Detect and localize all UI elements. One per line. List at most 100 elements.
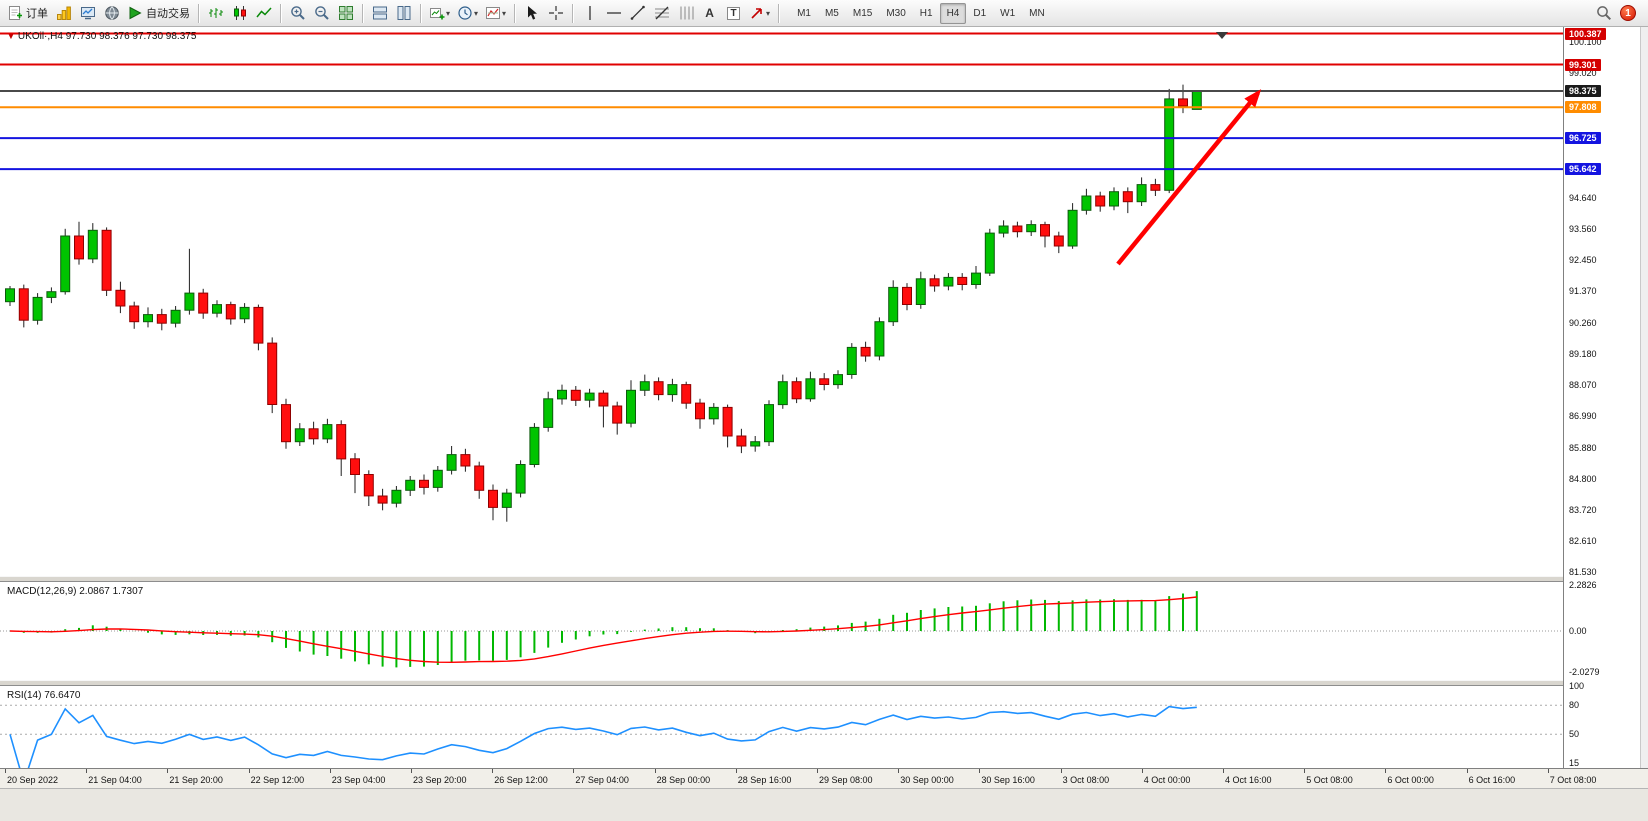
fibonacci-tool-button[interactable] bbox=[650, 2, 673, 25]
search-button[interactable] bbox=[1592, 2, 1615, 25]
crosshair-icon bbox=[548, 6, 563, 20]
time-label: 30 Sep 00:00 bbox=[900, 775, 954, 785]
time-label: 6 Oct 16:00 bbox=[1468, 775, 1516, 785]
bar-chart-mode-button[interactable] bbox=[204, 2, 227, 25]
time-label: 5 Oct 08:00 bbox=[1306, 775, 1353, 785]
cursor-tool-button[interactable] bbox=[520, 2, 543, 25]
vertical-line-icon bbox=[588, 6, 591, 20]
candlestick-mode-button[interactable] bbox=[228, 2, 251, 25]
time-label: 28 Sep 00:00 bbox=[656, 775, 711, 785]
new-order-button[interactable]: 订单 bbox=[4, 2, 51, 25]
bar-chart-icon bbox=[208, 8, 223, 18]
text-label-tool-button[interactable]: T bbox=[722, 2, 745, 25]
macd-axis-label: 2.2826 bbox=[1569, 580, 1597, 591]
chevron-down-icon: ▾ bbox=[766, 8, 771, 18]
period-dropdown[interactable]: ▾ bbox=[454, 2, 481, 25]
price-tick-label: 99.020 bbox=[1569, 67, 1597, 78]
zoom-out-icon bbox=[314, 6, 329, 20]
time-axis[interactable]: 20 Sep 2022 21 Sep 04:00 21 Sep 20:00 22 Se… bbox=[0, 768, 1648, 788]
new-chart-dropdown[interactable]: ▾ bbox=[426, 2, 453, 25]
indicators-dropdown[interactable]: ▾ bbox=[482, 2, 509, 25]
timeframe-button-h1[interactable]: H1 bbox=[919, 7, 933, 19]
rsi-panel[interactable]: RSI(14) 76.6470 bbox=[0, 686, 1563, 768]
time-label: 30 Sep 16:00 bbox=[981, 775, 1035, 785]
symbol-ohlc-text: UKOil·,H4 97.730 98.376 97.730 98.375 bbox=[17, 31, 197, 42]
time-tick bbox=[979, 769, 981, 773]
time-tick bbox=[492, 769, 494, 773]
time-tick bbox=[86, 769, 88, 773]
time-tick bbox=[411, 769, 412, 773]
candlestick-icon bbox=[233, 6, 246, 20]
timeframe-button-d1[interactable]: D1 bbox=[973, 7, 987, 19]
panel-splitter[interactable] bbox=[0, 680, 1648, 686]
new-order-label: 订单 bbox=[26, 8, 48, 20]
time-tick bbox=[735, 769, 737, 773]
tile-windows-icon bbox=[338, 6, 353, 20]
timeframe-button-m1[interactable]: M1 bbox=[797, 7, 811, 19]
notification-badge[interactable]: 1 bbox=[1620, 5, 1636, 21]
line-chart-mode-button[interactable] bbox=[252, 2, 275, 25]
cursor-icon bbox=[527, 6, 537, 20]
tile-horizontal-button[interactable] bbox=[368, 2, 391, 25]
timeframe-button-w1[interactable]: W1 bbox=[1000, 7, 1016, 19]
new-chart-icon bbox=[430, 8, 445, 20]
time-tick bbox=[1466, 769, 1468, 773]
time-label: 7 Oct 08:00 bbox=[1549, 775, 1597, 785]
clock-icon bbox=[458, 6, 472, 20]
autotrading-button[interactable]: 自动交易 bbox=[124, 2, 193, 25]
crosshair-tool-button[interactable] bbox=[544, 2, 567, 25]
symbol-ohlc-label: ▼ UKOil·,H4 97.730 98.376 97.730 98.375 bbox=[7, 31, 196, 42]
time-tick bbox=[1223, 769, 1224, 773]
timeframe-button-h4[interactable]: H4 bbox=[939, 2, 967, 24]
text-tool-button[interactable]: A bbox=[698, 2, 721, 25]
time-label: 26 Sep 12:00 bbox=[494, 775, 548, 785]
time-tick bbox=[573, 769, 575, 773]
web-globe-button[interactable] bbox=[100, 2, 123, 25]
timeframe-button-m15[interactable]: M15 bbox=[852, 7, 873, 19]
time-tick bbox=[1141, 769, 1143, 773]
tile-windows-button[interactable] bbox=[334, 2, 357, 25]
time-tick bbox=[1547, 769, 1549, 773]
timeframe-button-mn[interactable]: MN bbox=[1029, 7, 1045, 19]
trendline-icon bbox=[630, 5, 645, 20]
autotrading-play-icon bbox=[129, 6, 142, 20]
toolbar-separator bbox=[420, 3, 421, 23]
rsi-chart-canvas[interactable] bbox=[0, 686, 1563, 768]
tile-vertical-button[interactable] bbox=[392, 2, 415, 25]
text-tool-icon: A bbox=[705, 6, 714, 20]
zoom-in-button[interactable] bbox=[286, 2, 309, 25]
candlestick-chart-canvas[interactable] bbox=[0, 27, 1563, 576]
time-label: 3 Oct 08:00 bbox=[1062, 775, 1110, 785]
zoom-in-icon bbox=[290, 6, 305, 20]
status-strip bbox=[0, 788, 1648, 821]
price-tick-label: 84.800 bbox=[1569, 473, 1597, 484]
timeframe-button-m5[interactable]: M5 bbox=[824, 7, 839, 19]
macd-chart-canvas[interactable] bbox=[0, 582, 1563, 680]
profiles-button[interactable] bbox=[52, 2, 75, 25]
horizontal-line-tool-button[interactable] bbox=[602, 2, 625, 25]
timeframe-button-m30[interactable]: M30 bbox=[886, 7, 906, 19]
time-tick bbox=[5, 769, 6, 773]
cycle-lines-tool-button[interactable] bbox=[674, 2, 697, 25]
price-tick-label: 90.260 bbox=[1569, 317, 1597, 328]
vertical-scrollbar[interactable] bbox=[1640, 27, 1648, 768]
tile-vertical-icon bbox=[397, 6, 410, 20]
macd-panel[interactable]: MACD(12,26,9) 2.0867 1.7307 bbox=[0, 582, 1563, 680]
market-watch-button[interactable] bbox=[76, 2, 99, 25]
autotrading-label: 自动交易 bbox=[146, 8, 190, 20]
price-axis[interactable]: 100.100 99.020 94.640 93.560 92.450 91.370 90.… bbox=[1563, 27, 1640, 768]
chevron-down-icon: ▾ bbox=[474, 8, 479, 18]
panel-splitter[interactable] bbox=[0, 576, 1648, 582]
main-chart-panel[interactable]: ▼ UKOil·,H4 97.730 98.376 97.730 98.375 bbox=[0, 27, 1563, 576]
vertical-line-tool-button[interactable] bbox=[578, 2, 601, 25]
price-tick-label: 88.070 bbox=[1569, 380, 1597, 391]
zoom-out-button[interactable] bbox=[310, 2, 333, 25]
time-label: 22 Sep 12:00 bbox=[250, 775, 305, 785]
trendline-tool-button[interactable] bbox=[626, 2, 649, 25]
symbol-marker-icon: ▼ bbox=[7, 32, 15, 41]
toolbar-separator bbox=[572, 3, 574, 23]
arrows-tool-dropdown[interactable]: ▾ bbox=[746, 2, 773, 25]
horizontal-line-icon bbox=[606, 12, 621, 14]
rsi-label: RSI(14) 76.6470 bbox=[7, 690, 81, 701]
